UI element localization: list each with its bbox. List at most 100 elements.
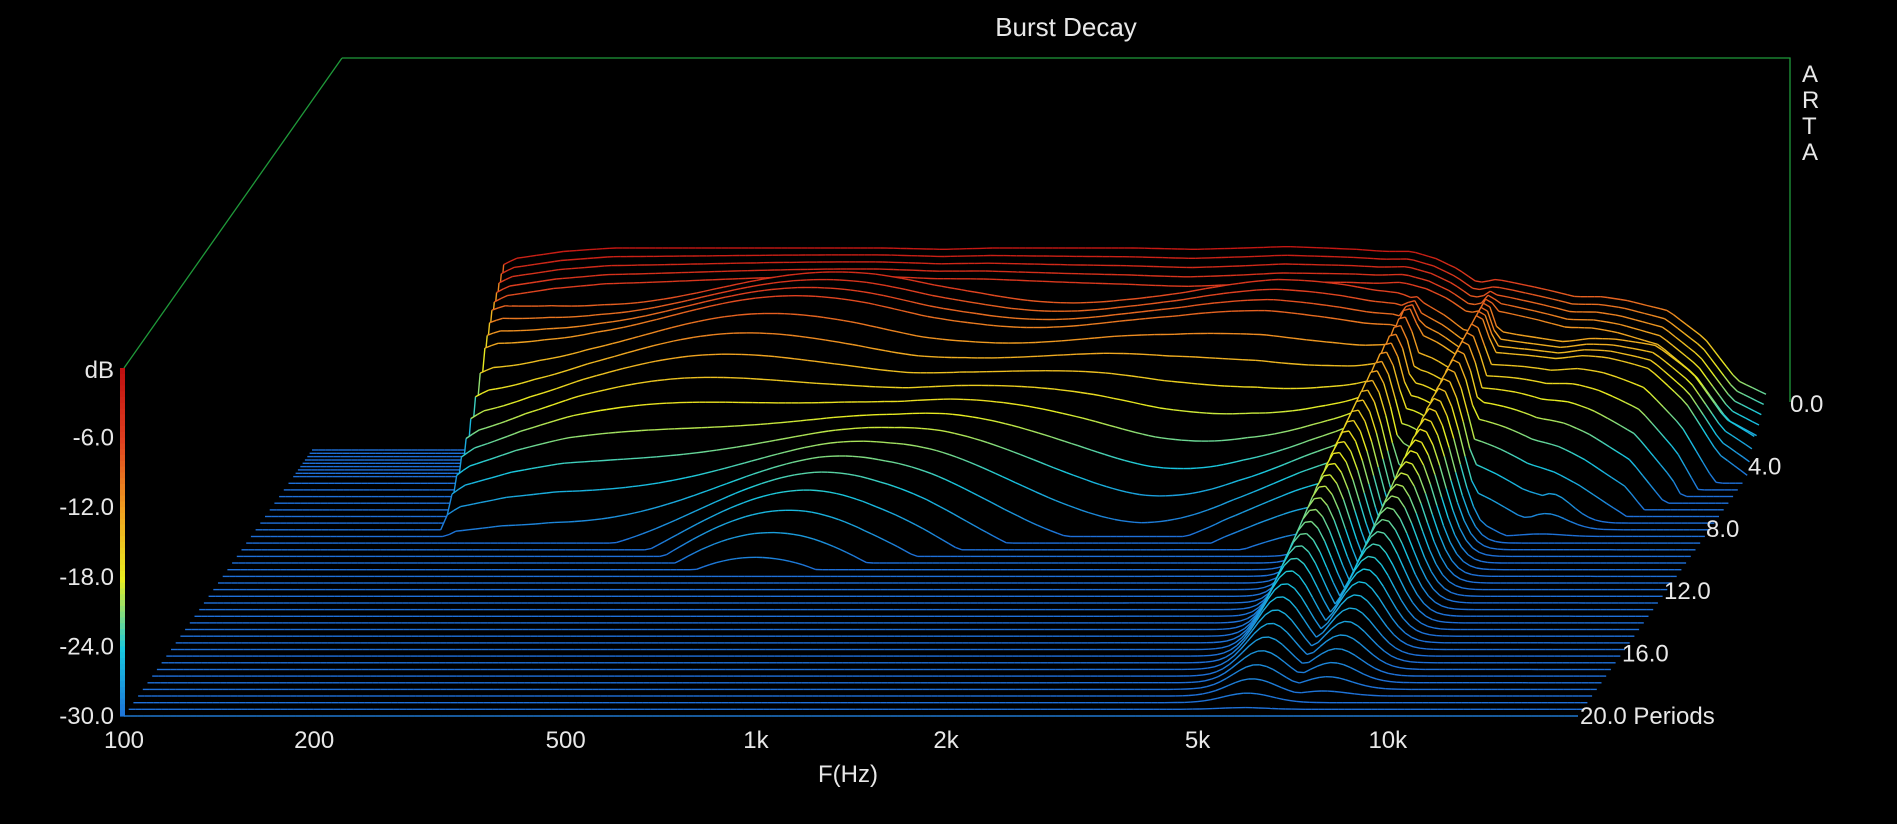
slice-segment	[934, 284, 942, 287]
slice-segment	[1218, 484, 1226, 488]
slice-segment	[1476, 464, 1484, 469]
slice-segment	[1632, 347, 1640, 351]
slice-segment	[653, 505, 661, 509]
slice-segment	[672, 307, 680, 311]
slice-segment	[1502, 476, 1510, 482]
slice-segment	[1720, 455, 1728, 462]
slice-segment	[442, 533, 450, 538]
slice-segment	[1351, 396, 1359, 401]
slice-segment	[1108, 424, 1116, 428]
slice-segment	[922, 336, 930, 339]
slice-segment	[1527, 342, 1534, 345]
slice-segment	[440, 514, 448, 531]
slice-segment	[1371, 441, 1379, 468]
slice-segment	[1285, 410, 1293, 413]
slice-segment	[1104, 453, 1112, 458]
slice-segment	[551, 269, 559, 272]
slice-segment	[1731, 435, 1740, 441]
slice-segment	[1677, 327, 1685, 334]
slice-segment	[792, 334, 800, 337]
slice-segment	[1606, 343, 1614, 346]
slice-segment	[509, 449, 517, 454]
slice-segment	[909, 444, 917, 447]
slice-segment	[1468, 344, 1476, 363]
slice-segment	[1074, 507, 1082, 511]
slice-segment	[1543, 304, 1550, 308]
slice-segment	[892, 286, 900, 289]
slice-segment	[847, 473, 855, 476]
slice-segment	[1194, 303, 1202, 307]
slice-segment	[1145, 317, 1153, 320]
slice-segment	[1615, 338, 1623, 341]
slice-segment	[1619, 345, 1627, 348]
slice-segment	[754, 482, 762, 487]
slice-segment	[1650, 341, 1658, 345]
slice-segment	[1622, 454, 1630, 461]
slice-segment	[1415, 382, 1423, 386]
slice-segment	[596, 248, 603, 250]
slice-segment	[967, 321, 974, 324]
slice-segment	[1207, 302, 1215, 305]
slice-segment	[709, 304, 717, 307]
slice-segment	[522, 446, 530, 450]
slice-segment	[525, 273, 533, 276]
slice-segment	[1673, 314, 1681, 321]
slice-segment	[1140, 403, 1147, 407]
slice-segment	[1633, 433, 1642, 442]
slice-segment	[1628, 459, 1637, 468]
slice-segment	[1580, 343, 1587, 346]
slice-segment	[569, 380, 577, 385]
slice-segment	[1725, 430, 1733, 437]
slice-segment	[1698, 367, 1707, 378]
slice-segment	[1544, 350, 1552, 353]
slice-segment	[1601, 356, 1609, 359]
slice-segment	[1626, 325, 1634, 329]
slice-segment	[1387, 450, 1395, 478]
slice-segment	[1441, 425, 1450, 448]
slice-segment	[925, 293, 933, 297]
slice-segment	[786, 461, 793, 465]
slice-segment	[707, 293, 715, 297]
slice-segment	[1259, 333, 1267, 336]
slice-segment	[600, 256, 608, 259]
slice-segment	[1430, 272, 1438, 278]
slice-segment	[1707, 367, 1716, 378]
slice-segment	[1583, 525, 1591, 529]
slice-segment	[1211, 311, 1219, 314]
slice-segment	[733, 478, 741, 482]
slice-segment	[1253, 488, 1261, 493]
slice-segment	[1264, 468, 1272, 473]
slice-segment	[1567, 294, 1575, 298]
slice-segment	[1417, 268, 1425, 273]
slice-segment	[632, 335, 639, 339]
slice-segment	[600, 408, 607, 412]
slice-segment	[1421, 278, 1429, 282]
slice-segment	[1604, 329, 1612, 332]
slice-segment	[777, 287, 785, 290]
slice-segment	[1418, 352, 1426, 356]
slice-segment	[1596, 370, 1604, 374]
slice-segment	[1438, 387, 1446, 393]
slice-segment	[1157, 466, 1164, 469]
slice-segment	[1735, 451, 1744, 458]
slice-segment	[1126, 400, 1134, 404]
slice-segment	[546, 287, 554, 291]
slice-segment	[1229, 461, 1237, 464]
slice-segment	[634, 309, 642, 312]
slice-segment	[790, 448, 798, 452]
slice-segment	[1530, 366, 1538, 369]
slice-segment	[621, 311, 629, 314]
slice-segment	[1287, 428, 1295, 432]
slice-segment	[1049, 409, 1057, 413]
slice-segment	[685, 475, 692, 479]
slice-segment	[1018, 426, 1026, 430]
slice-segment	[865, 456, 873, 460]
slice-segment	[1214, 301, 1221, 304]
slice-segment	[1209, 293, 1217, 296]
slice-segment	[750, 497, 758, 501]
slice-segment	[1669, 413, 1677, 422]
slice-segment	[586, 411, 594, 414]
slice-segment	[1489, 470, 1497, 475]
slice-segment	[1538, 440, 1546, 444]
slice-segment	[659, 554, 667, 558]
